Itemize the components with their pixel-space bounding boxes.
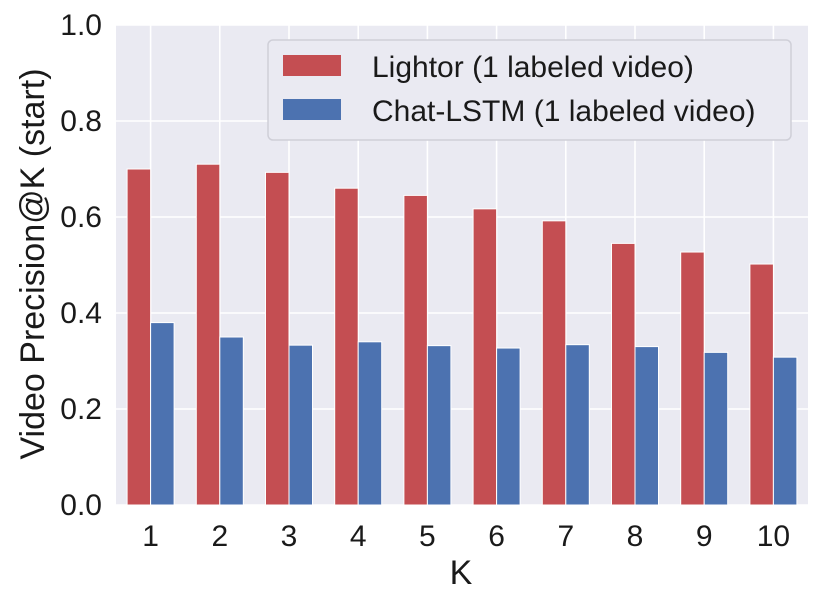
y-tick-label: 0.6 xyxy=(60,201,102,234)
y-tick-label: 0.8 xyxy=(60,105,102,138)
y-tick-labels: 0.0 0.2 0.4 0.6 0.8 1.0 xyxy=(60,9,102,522)
x-tick-label: 10 xyxy=(757,520,790,553)
x-tick-label: 5 xyxy=(419,520,436,553)
bar-chat-lstm-k9 xyxy=(703,351,729,506)
bar-chat-lstm-k5 xyxy=(426,345,452,506)
legend-swatch-chat-lstm xyxy=(283,99,341,120)
x-axis-title: K xyxy=(450,554,473,592)
y-tick-label: 1.0 xyxy=(60,9,102,42)
legend-label-lightor: Lightor (1 labeled video) xyxy=(372,51,694,84)
x-tick-label: 2 xyxy=(211,520,228,553)
x-tick-label: 9 xyxy=(696,520,713,553)
y-axis-title: Video Precision@K (start) xyxy=(14,68,52,459)
x-tick-label: 1 xyxy=(142,520,159,553)
legend: Lightor (1 labeled video) Chat-LSTM (1 l… xyxy=(267,39,792,141)
y-tick-label: 0.2 xyxy=(60,393,102,426)
bar-chat-lstm-k3 xyxy=(288,344,313,506)
x-tick-label: 7 xyxy=(557,520,574,553)
bar-lightor-k10 xyxy=(749,263,774,506)
x-tick-label: 6 xyxy=(488,520,505,553)
bars xyxy=(126,163,798,506)
bar-chat-lstm-k8 xyxy=(634,346,659,506)
bar-lightor-k6 xyxy=(472,208,498,506)
bar-lightor-k7 xyxy=(541,220,567,506)
legend-swatch-lightor xyxy=(283,55,341,76)
bar-lightor-k2 xyxy=(195,163,221,506)
legend-label-chat-lstm: Chat-LSTM (1 labeled video) xyxy=(372,95,756,128)
x-tick-label: 4 xyxy=(350,520,367,553)
bar-chat-lstm-k7 xyxy=(565,344,590,506)
bar-lightor-k9 xyxy=(680,251,705,506)
x-tick-label: 3 xyxy=(281,520,298,553)
bar-lightor-k3 xyxy=(265,171,290,506)
y-tick-label: 0.0 xyxy=(60,489,102,522)
bar-chat-lstm-k6 xyxy=(496,347,521,506)
bar-chat-lstm-k2 xyxy=(219,336,244,506)
y-tick-label: 0.4 xyxy=(60,297,102,330)
bar-lightor-k4 xyxy=(334,187,359,506)
bar-chat-lstm-k10 xyxy=(772,356,798,506)
bar-chat-lstm-k1 xyxy=(150,322,175,506)
bar-lightor-k8 xyxy=(611,242,636,506)
x-tick-label: 8 xyxy=(627,520,644,553)
x-tick-labels: 1 2 3 4 5 6 7 8 9 10 xyxy=(142,520,790,553)
legend-box xyxy=(267,39,792,141)
bar-lightor-k5 xyxy=(403,194,428,506)
bar-lightor-k1 xyxy=(126,168,152,506)
bar-chat-lstm-k4 xyxy=(357,341,383,506)
